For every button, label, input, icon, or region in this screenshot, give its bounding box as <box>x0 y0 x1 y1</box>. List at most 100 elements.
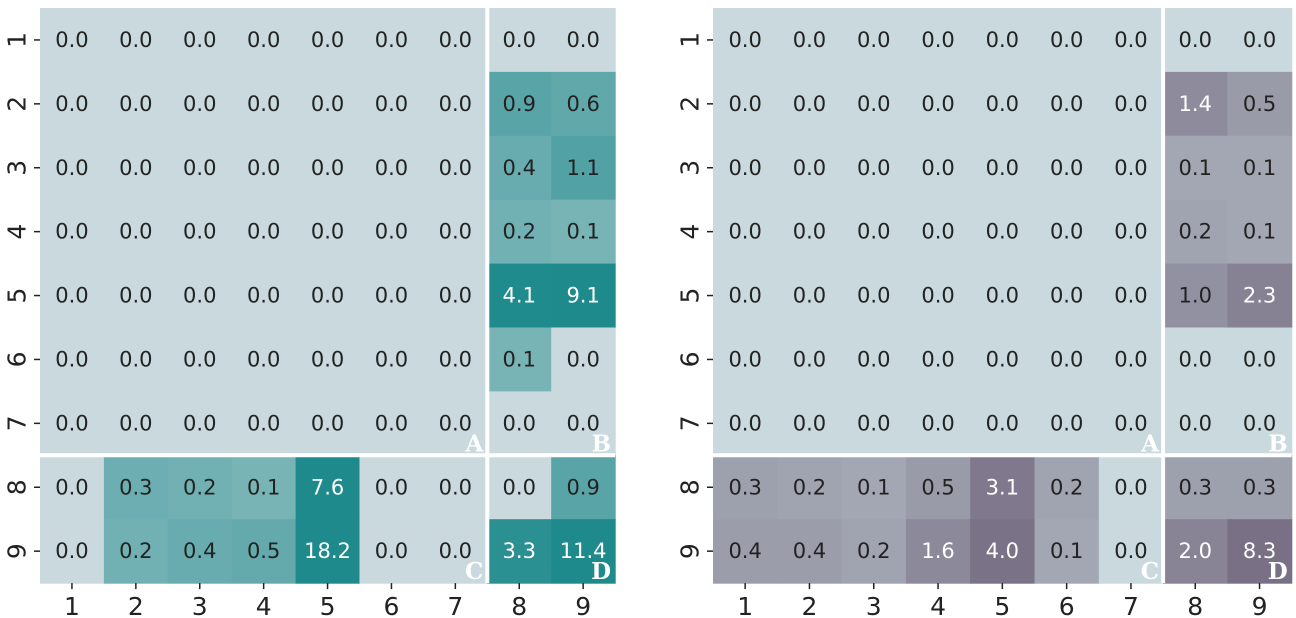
heatmap-cell-r9-c4 <box>231 519 297 584</box>
heatmap-cell-r7-c1 <box>713 391 778 456</box>
cell-value-r3-c3: 0.0 <box>857 156 890 180</box>
cell-value-r9-c7: 0.0 <box>439 539 472 563</box>
cell-value-r7-c1: 0.0 <box>55 411 88 435</box>
cell-value-r5-c1: 0.0 <box>55 284 88 308</box>
cell-value-r2-c3: 0.0 <box>183 92 216 116</box>
cell-value-r2-c9: 0.6 <box>566 92 599 116</box>
heatmap-cell-r1-c5 <box>295 8 361 73</box>
cell-value-r3-c1: 0.0 <box>728 156 761 180</box>
cell-value-r9-c9: 8.3 <box>1243 539 1276 563</box>
cell-value-r7-c2: 0.0 <box>119 411 152 435</box>
cell-value-r1-c3: 0.0 <box>857 28 890 52</box>
cell-value-r1-c6: 0.0 <box>375 28 408 52</box>
heatmap-cell-r7-c4 <box>905 391 971 456</box>
heatmap-cell-r2-c6 <box>359 71 424 137</box>
heatmap-cell-r6-c8 <box>1163 327 1228 392</box>
heatmap-cell-r9-c5 <box>970 519 1036 584</box>
cell-value-r4-c5: 0.0 <box>986 220 1019 244</box>
cell-value-r2-c5: 0.0 <box>986 92 1019 116</box>
heatmap-cell-r4-c5 <box>970 199 1036 265</box>
y-tick-label-5: 5 <box>3 288 32 304</box>
heatmap-cell-r2-c3 <box>841 71 907 137</box>
cell-value-r9-c2: 0.4 <box>793 539 826 563</box>
cell-value-r3-c4: 0.0 <box>921 156 954 180</box>
heatmap-cell-r8-c5 <box>970 455 1036 520</box>
heatmap-cell-r7-c5 <box>295 391 361 456</box>
y-tick-label-7: 7 <box>676 415 705 431</box>
heatmap-cell-r3-c8 <box>1163 135 1228 201</box>
heatmap-cell-r7-c5 <box>970 391 1036 456</box>
cell-value-r3-c7: 0.0 <box>439 156 472 180</box>
y-tick-label-4: 4 <box>676 224 705 240</box>
heatmap-cell-r7-c1 <box>40 391 105 456</box>
y-tick-label-9: 9 <box>3 543 32 559</box>
cell-value-r8-c9: 0.3 <box>1243 475 1276 499</box>
cell-value-r9-c4: 1.6 <box>921 539 954 563</box>
cell-value-r2-c1: 0.0 <box>728 92 761 116</box>
cell-value-r7-c4: 0.0 <box>921 411 954 435</box>
x-tick-label-5: 5 <box>320 592 336 618</box>
cell-value-r8-c8: 0.0 <box>503 475 536 499</box>
heatmap-cell-r9-c1 <box>713 519 778 584</box>
cell-value-r8-c3: 0.2 <box>183 475 216 499</box>
heatmap-cell-r3-c6 <box>1034 135 1100 201</box>
heatmap-cell-r6-c5 <box>295 327 361 392</box>
heatmap-cell-r3-c7 <box>423 135 488 201</box>
cell-value-r7-c8: 0.0 <box>503 411 536 435</box>
quadrant-label-a: A <box>464 430 484 457</box>
heatmap-cell-r2-c7 <box>423 71 488 137</box>
cell-value-r3-c8: 0.1 <box>1179 156 1212 180</box>
cell-value-r7-c9: 0.0 <box>1243 411 1276 435</box>
cell-value-r4-c2: 0.0 <box>119 220 152 244</box>
cell-value-r5-c9: 2.3 <box>1243 284 1276 308</box>
heatmap-cell-r5-c2 <box>103 263 169 329</box>
heatmap-cell-r1-c8 <box>1163 8 1228 73</box>
heatmap-cell-r5-c9 <box>1227 263 1293 329</box>
cell-value-r9-c8: 2.0 <box>1179 539 1212 563</box>
x-tick-label-7: 7 <box>447 592 463 618</box>
heatmap-cell-r8-c6 <box>359 455 424 520</box>
heatmap-cell-r7-c7 <box>1098 391 1164 456</box>
heatmap-cell-r7-c9 <box>551 391 616 456</box>
y-tick-label-3: 3 <box>3 160 32 176</box>
x-tick-label-9: 9 <box>1252 592 1268 618</box>
heatmap-cell-r5-c5 <box>970 263 1036 329</box>
heatmap-cell-r4-c7 <box>1098 199 1164 265</box>
cell-value-r4-c4: 0.0 <box>921 220 954 244</box>
cell-value-r5-c8: 1.0 <box>1179 284 1212 308</box>
heatmap-cell-r1-c4 <box>905 8 971 73</box>
cell-value-r8-c5: 3.1 <box>986 475 1019 499</box>
cell-value-r7-c6: 0.0 <box>1050 411 1083 435</box>
heatmap-cell-r5-c2 <box>777 263 843 329</box>
heatmap-cell-r1-c2 <box>777 8 843 73</box>
cell-value-r3-c3: 0.0 <box>183 156 216 180</box>
heatmap-cell-r1-c4 <box>231 8 297 73</box>
y-tick-label-2: 2 <box>3 96 32 112</box>
heatmap-cell-r6-c5 <box>970 327 1036 392</box>
heatmap-cell-r9-c3 <box>167 519 233 584</box>
cell-value-r6-c8: 0.1 <box>503 347 536 371</box>
heatmap-cell-r2-c6 <box>1034 71 1100 137</box>
heatmap-cell-r4-c8 <box>1163 199 1228 265</box>
cell-value-r1-c7: 0.0 <box>1114 28 1147 52</box>
cell-value-r5-c9: 9.1 <box>566 284 599 308</box>
heatmap-cell-r3-c9 <box>1227 135 1293 201</box>
cell-value-r6-c9: 0.0 <box>566 347 599 371</box>
heatmap-cell-r7-c4 <box>231 391 297 456</box>
heatmap-cell-r6-c4 <box>231 327 297 392</box>
cell-value-r7-c4: 0.0 <box>247 411 280 435</box>
heatmap-cell-r4-c6 <box>1034 199 1100 265</box>
cell-value-r8-c7: 0.0 <box>1114 475 1147 499</box>
cell-value-r4-c9: 0.1 <box>1243 220 1276 244</box>
heatmap-cell-r3-c1 <box>713 135 778 201</box>
heatmap-cell-r6-c9 <box>1227 327 1293 392</box>
cell-value-r1-c4: 0.0 <box>921 28 954 52</box>
heatmap-cell-r7-c9 <box>1227 391 1293 456</box>
x-tick-label-4: 4 <box>256 592 272 618</box>
heatmap-cell-r8-c1 <box>713 455 778 520</box>
cell-value-r5-c4: 0.0 <box>247 284 280 308</box>
cell-value-r4-c9: 0.1 <box>566 220 599 244</box>
quadrant-label-c: C <box>1141 558 1159 585</box>
heatmap-cell-r8-c5 <box>295 455 361 520</box>
cell-value-r5-c8: 4.1 <box>503 284 536 308</box>
